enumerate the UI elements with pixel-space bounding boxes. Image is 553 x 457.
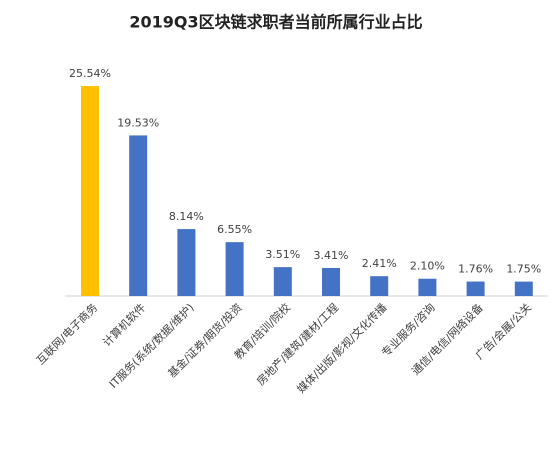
x-tick-label: 计算机软件 (100, 300, 149, 349)
value-label: 8.14% (169, 210, 204, 223)
x-tick-label: 互联网/电子商务 (33, 300, 100, 367)
bar (177, 229, 196, 296)
bar (81, 86, 99, 296)
value-label: 25.54% (69, 67, 111, 80)
bar (129, 135, 148, 296)
bar (370, 276, 389, 296)
value-label: 6.55% (217, 223, 252, 236)
value-label: 2.10% (410, 260, 445, 273)
value-label: 19.53% (117, 116, 159, 129)
value-label: 2.41% (362, 257, 397, 270)
bar (225, 242, 244, 296)
value-label: 1.75% (506, 263, 541, 276)
bar (514, 281, 533, 296)
bar (466, 281, 485, 296)
x-tick-label: 媒体/出版/影视/文化传播 (294, 300, 390, 396)
bar (418, 278, 437, 296)
bar (273, 267, 292, 296)
value-label: 3.51% (265, 248, 300, 261)
value-label: 3.41% (314, 249, 349, 262)
value-label: 1.76% (458, 263, 493, 276)
chart-title: 2019Q3区块链求职者当前所属行业占比 (129, 13, 422, 32)
x-tick-label: 房地产/建筑/建材/工程 (253, 300, 341, 388)
x-tick-label: IT服务(系统/数据/维护) (106, 300, 196, 390)
bar (322, 267, 340, 296)
